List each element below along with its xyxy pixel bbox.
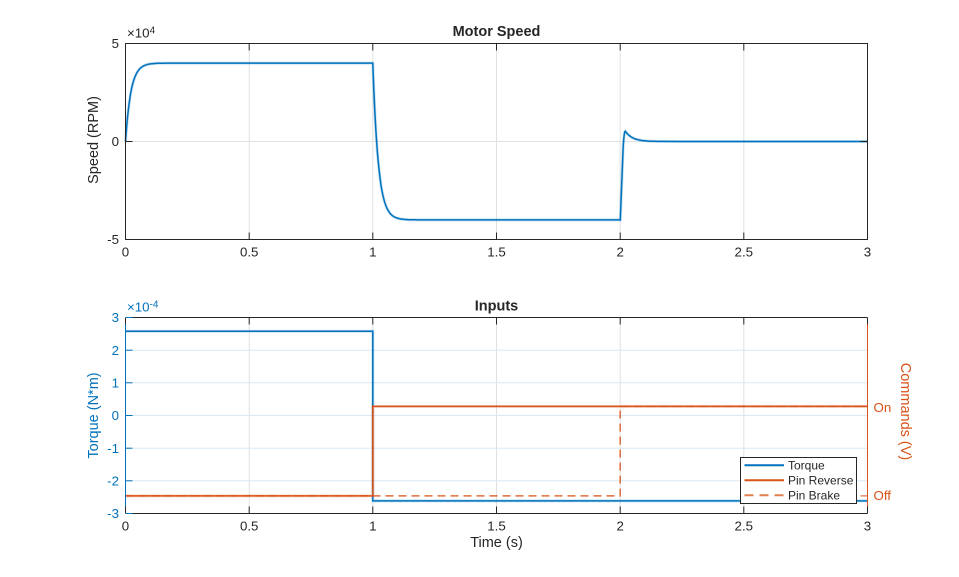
svg-text:0.5: 0.5 [240,245,259,260]
svg-text:2: 2 [616,519,623,534]
svg-text:Commands (V): Commands (V) [897,363,913,461]
svg-text:-3: -3 [107,506,119,521]
svg-text:On: On [874,400,892,415]
svg-text:3: 3 [864,245,871,260]
svg-text:0: 0 [122,245,129,260]
svg-text:Speed (RPM): Speed (RPM) [86,96,102,184]
svg-text:Motor Speed: Motor Speed [453,24,541,40]
svg-text:Pin Reverse: Pin Reverse [788,474,854,488]
svg-text:2: 2 [112,343,119,358]
svg-text:0: 0 [112,134,119,149]
svg-text:5: 5 [112,36,119,51]
svg-text:3: 3 [864,519,871,534]
svg-text:0.5: 0.5 [240,519,259,534]
svg-text:1: 1 [112,376,119,391]
svg-text:Off: Off [874,488,892,503]
svg-text:-2: -2 [107,474,119,489]
svg-text:Inputs: Inputs [475,299,519,315]
svg-text:Time (s): Time (s) [470,535,523,551]
svg-text:2: 2 [616,245,623,260]
svg-text:1.5: 1.5 [487,245,506,260]
svg-text:1.5: 1.5 [487,519,506,534]
svg-text:1: 1 [369,519,376,534]
svg-text:1: 1 [369,245,376,260]
svg-text:×104: ×104 [127,26,156,41]
svg-text:0: 0 [122,519,129,534]
svg-text:0: 0 [112,408,119,423]
svg-text:-1: -1 [107,441,119,456]
svg-text:Torque: Torque [788,459,825,473]
svg-text:2.5: 2.5 [735,245,754,260]
svg-text:Torque (N*m): Torque (N*m) [86,372,102,458]
svg-text:3: 3 [112,310,119,325]
svg-text:2.5: 2.5 [735,519,754,534]
svg-text:-5: -5 [107,232,119,247]
svg-text:Pin Brake: Pin Brake [788,489,840,503]
